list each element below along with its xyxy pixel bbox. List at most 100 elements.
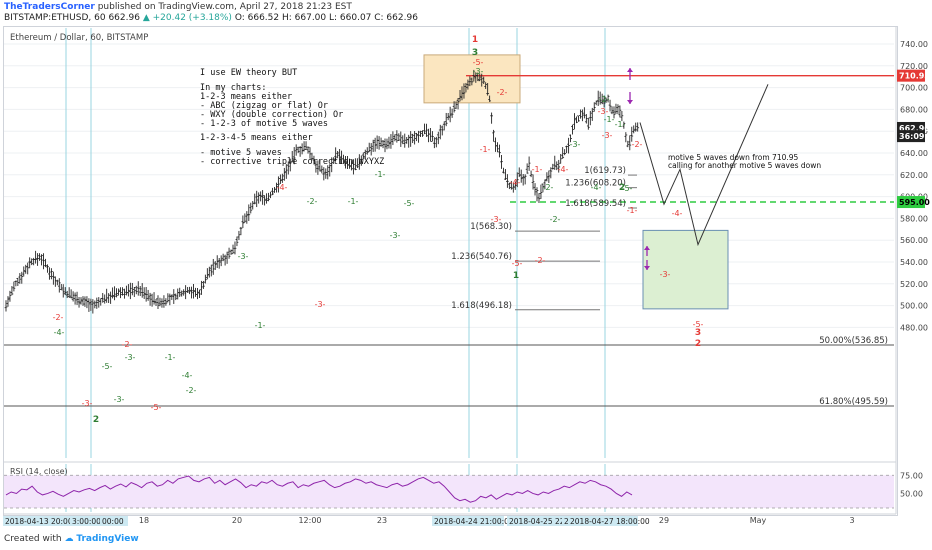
- price-tag-support-bg: [897, 196, 925, 209]
- wave-label-41: -2-: [550, 215, 561, 224]
- annotation-text-0: I use EW theory BUT: [200, 68, 297, 78]
- wave-label-32: -1-: [375, 170, 386, 179]
- annotation-text-3: - ABC (zigzag or flat) Or: [200, 101, 328, 111]
- price-bars: [4, 69, 640, 314]
- purple-arrow-head-0: [627, 68, 633, 72]
- annotation-text-9: motive 5 waves down from 710.95: [668, 153, 799, 162]
- wave-label-17: -2-: [53, 313, 64, 322]
- purple-arrow-head-3: [644, 266, 650, 270]
- wave-label-13: -4-: [672, 209, 683, 218]
- wave-label-31: -2-: [307, 197, 318, 206]
- price-tag-resistance-bg: [897, 69, 925, 82]
- time-highlight-label-5: 2: [564, 517, 569, 526]
- rsi-title: RSI (14, close): [10, 467, 68, 476]
- wave-label-24: -3-: [114, 395, 125, 404]
- target-zone-box: [642, 229, 729, 310]
- fib-label-2: 1.618(589.54): [565, 199, 626, 209]
- author-name[interactable]: TheTradersCorner: [4, 2, 95, 12]
- fib-label-1: 1.236(608.20): [565, 179, 626, 189]
- wave-label-29: -3-: [238, 252, 249, 261]
- wave-label-40: -4-: [591, 183, 602, 192]
- time-highlight-bg-1: [70, 516, 106, 526]
- wave-label-30: -1-: [255, 321, 266, 330]
- wave-label-18: -4-: [54, 328, 65, 337]
- wave-label-6: -4-: [510, 178, 521, 187]
- fib-label-6: 50.00%(536.85): [819, 336, 888, 346]
- price-tick-2: 700.00: [900, 84, 928, 93]
- price-tag-support: 595.00: [899, 198, 930, 207]
- time-highlight-bg-3: [432, 516, 504, 526]
- time-tick-1: 20: [232, 516, 242, 525]
- annotation-text-8: - corrective triple correction WXYXZ: [200, 157, 384, 167]
- time-tick-3: 23: [377, 516, 387, 525]
- annotation-text-7: - motive 5 waves: [200, 148, 282, 158]
- wave-label-26: -1-: [165, 353, 176, 362]
- time-tick-4: 29: [659, 516, 669, 525]
- annotation-text-10: calling for another motive 5 waves down: [668, 161, 821, 170]
- wave-label-15: -5-: [622, 184, 633, 193]
- wave-label-50: -4-: [558, 165, 569, 174]
- time-highlight-bg-6: [568, 516, 638, 526]
- price-tick-5: 640.00: [900, 149, 928, 158]
- price-tick-6: 620.00: [900, 171, 928, 180]
- time-highlight-label-2: 00:00: [102, 517, 124, 526]
- annotation-text-6: 1-2-3-4-5 means either: [200, 133, 313, 143]
- time-highlight-bg-5: [562, 516, 568, 526]
- wave-label-5: -1-: [480, 145, 491, 154]
- fib-label-7: 61.80%(495.59): [819, 397, 888, 407]
- wave-label-45: -2-: [599, 95, 610, 104]
- wave-label-25: -5-: [151, 403, 162, 412]
- wave-label-2: -5-: [473, 58, 484, 67]
- wave-label-35: -3-: [315, 300, 326, 309]
- wave-label-46: 2: [619, 183, 625, 193]
- symbol-name: BITSTAMP:ETHUSD, 60: [4, 13, 106, 23]
- wave-label-19: -3-: [82, 399, 93, 408]
- tradingview-logo-icon: ☁: [64, 534, 74, 544]
- wave-label-20: -5-: [102, 362, 113, 371]
- wave-label-21: -3-: [125, 353, 136, 362]
- wave-label-48: 3: [695, 328, 701, 338]
- time-highlight-label-6: 2018-04-27 18:00:00: [570, 517, 650, 526]
- price-tag-countdown: 36:09: [899, 132, 925, 141]
- chart-title: Ethereum / Dollar, 60, BITSTAMP: [10, 33, 148, 43]
- rsi-line: [5, 475, 633, 503]
- footer-brand[interactable]: TradingView: [76, 534, 139, 544]
- price-tick-13: 480.00: [900, 323, 928, 332]
- time-tick-5: May: [750, 516, 767, 525]
- price-tag-resistance: 710.95: [899, 72, 930, 81]
- wave-label-4: -2-: [497, 88, 508, 97]
- wave-label-11: -3-: [491, 215, 502, 224]
- wave-label-10: -1-: [532, 165, 543, 174]
- wave-label-37: -5-: [404, 199, 415, 208]
- price-tick-11: 520.00: [900, 280, 928, 289]
- price-tag-countdown-bg: [897, 130, 925, 143]
- annotation-text-5: - 1-2-3 of motive 5 waves: [200, 119, 328, 129]
- wave-label-39: -3-: [570, 140, 581, 149]
- wave-label-7: -2-: [535, 256, 546, 265]
- price-tick-9: 560.00: [900, 236, 928, 245]
- fib-label-4: 1.236(540.76): [451, 252, 512, 262]
- wave-label-42: -1-: [615, 120, 626, 129]
- price-change: ▲ +20.42 (+3.18%): [142, 13, 232, 23]
- footer: Created with ☁ TradingView: [4, 534, 139, 544]
- price-tick-3: 680.00: [900, 105, 928, 114]
- price-tick-1: 720.00: [900, 62, 928, 71]
- time-tick-6: 3: [849, 516, 854, 525]
- price-tag-last: 662.96: [899, 124, 930, 133]
- wave-label-16: -1-: [627, 206, 638, 215]
- time-highlight-label-3: 2018-04-24 21:00:00: [434, 517, 514, 526]
- last-price: 662.96: [108, 13, 140, 23]
- annotation-text-4: - WXY (double correction) Or: [200, 110, 343, 120]
- wave-label-27: -4-: [182, 371, 193, 380]
- fib-label-0: 1(619.73): [584, 166, 626, 176]
- wave-label-12: -2-: [632, 140, 643, 149]
- price-tick-0: 740.00: [900, 40, 928, 49]
- time-highlight-bg-0: [3, 516, 81, 526]
- rsi-tick-0: 75.00: [900, 471, 923, 480]
- publisher-line: TheTradersCorner published on TradingVie…: [4, 2, 352, 12]
- price-tick-8: 580.00: [900, 214, 928, 223]
- wave-label-36: -1-: [348, 197, 359, 206]
- ohlc-values: O: 666.52 H: 667.00 L: 660.07 C: 662.96: [234, 13, 418, 23]
- wave-label-49: 2: [695, 339, 701, 349]
